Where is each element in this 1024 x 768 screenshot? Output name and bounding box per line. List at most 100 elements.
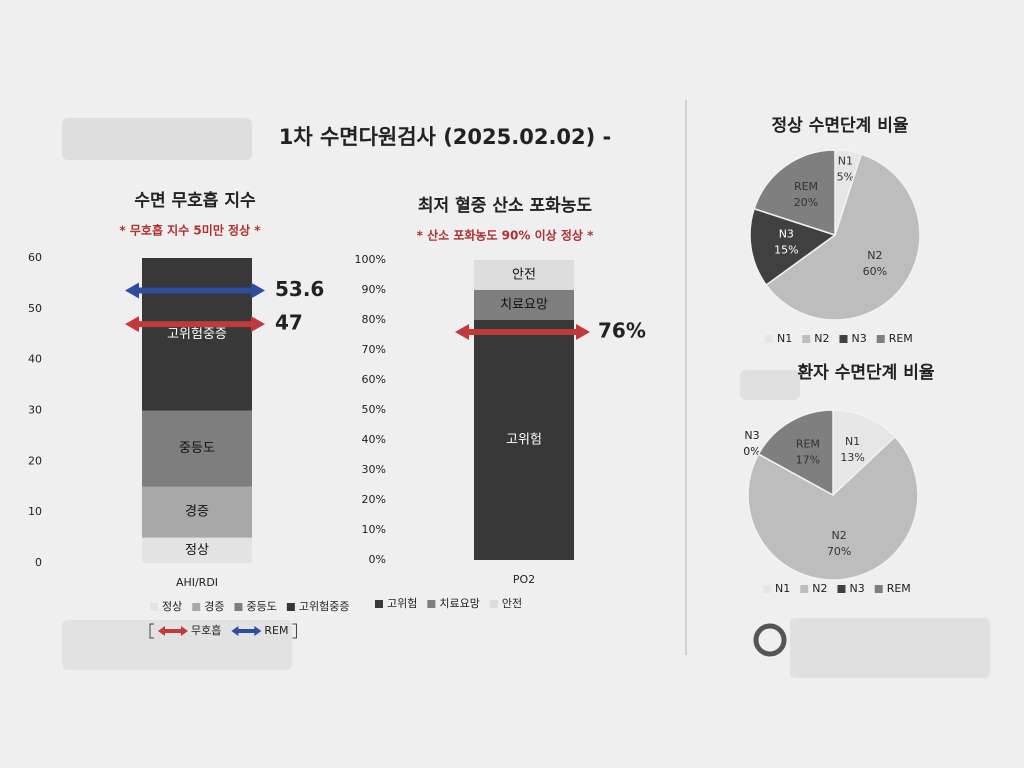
- legend-swatch: [874, 585, 883, 593]
- marker-arrow: [125, 282, 265, 299]
- y-tick-label: 10: [28, 505, 42, 518]
- legend-swatch: [286, 603, 295, 611]
- y-tick-label: 0%: [369, 553, 386, 566]
- y-tick-label: 0: [35, 556, 42, 569]
- pie-slice: [753, 149, 836, 237]
- document-title: 1차 수면다원검사 (2025.02.02) -: [279, 125, 612, 149]
- segment-label: 중등도: [179, 441, 215, 456]
- segment-label: 치료요망: [500, 298, 548, 313]
- pie-slice: [757, 409, 834, 497]
- chart-title: 환자 수면단계 비율: [798, 363, 935, 383]
- bar-segment: [474, 290, 574, 320]
- legend-label: 고위험: [387, 597, 417, 610]
- legend-label: REM: [264, 624, 288, 637]
- y-tick-label: 90%: [362, 283, 386, 296]
- pie-slice: [765, 153, 921, 321]
- bar-segment: [142, 537, 252, 563]
- legend-label: 경증: [204, 600, 224, 613]
- segment-label: 고위험: [506, 433, 542, 448]
- legend-swatch: [158, 626, 188, 636]
- legend-label: N3: [849, 582, 864, 595]
- marker-arrow: [125, 316, 265, 333]
- x-tick-label: AHI/RDI: [176, 576, 218, 589]
- legend-label: 치료요망: [439, 597, 479, 610]
- legend-label: N1: [777, 332, 792, 345]
- slice-value: 0%: [743, 445, 760, 458]
- legend-swatch: [837, 585, 846, 593]
- legend-label: 안전: [502, 597, 522, 610]
- marker-label: 53.6: [275, 277, 324, 301]
- segment-label: 정상: [185, 543, 209, 558]
- legend-swatch: [802, 335, 811, 343]
- blurred-name: [62, 118, 252, 160]
- y-tick-label: 40: [28, 353, 42, 366]
- legend-label: N2: [812, 582, 827, 595]
- slice-label: N3: [744, 429, 759, 442]
- pie-slice: [832, 409, 897, 497]
- slice-label: N1: [838, 155, 853, 168]
- legend-swatch: [234, 603, 243, 611]
- legend-swatch: [800, 585, 809, 593]
- slice-value: 13%: [840, 451, 864, 464]
- y-tick-label: 30: [28, 404, 42, 417]
- pie-slice: [747, 435, 919, 581]
- bar-segment: [474, 320, 574, 560]
- legend-bracket: [149, 623, 154, 639]
- segment-label: 안전: [512, 268, 536, 283]
- logo: [753, 623, 787, 657]
- slice-label: N2: [867, 249, 882, 262]
- segment-label: 고위험중증: [167, 327, 227, 342]
- blurred-area: [62, 620, 292, 670]
- legend-label: 무호흡: [191, 623, 221, 637]
- legend-swatch: [150, 603, 158, 611]
- legend-swatch: [763, 585, 771, 593]
- slice-label: N3: [779, 228, 794, 241]
- y-tick-label: 60%: [362, 373, 386, 386]
- pie-slice: [749, 207, 837, 287]
- slice-value: 20%: [794, 196, 818, 209]
- segment-label: 경증: [185, 505, 209, 520]
- bar-segment: [142, 486, 252, 538]
- legend-swatch: [375, 600, 383, 608]
- y-tick-label: 20: [28, 454, 42, 467]
- chart-title: 최저 혈중 산소 포화농도: [418, 195, 593, 216]
- bar-segment: [142, 410, 252, 487]
- legend-label: 고위험중증: [299, 600, 350, 613]
- slice-label: REM: [794, 180, 818, 193]
- marker-label: 47: [275, 311, 303, 335]
- marker-label: 76%: [598, 319, 646, 343]
- legend-label: N3: [851, 332, 866, 345]
- legend-swatch: [876, 335, 885, 343]
- chart-title: 정상 수면단계 비율: [772, 116, 909, 136]
- chart-subtitle: * 산소 포화농도 90% 이상 정상 *: [417, 228, 594, 243]
- y-tick-label: 50%: [362, 403, 386, 416]
- y-tick-label: 60: [28, 251, 42, 264]
- y-tick-label: 100%: [355, 253, 386, 266]
- blurred-area: [790, 618, 990, 678]
- slice-value: 60%: [863, 265, 887, 278]
- legend-swatch: [839, 335, 848, 343]
- legend-label: REM: [889, 332, 913, 345]
- legend-label: 정상: [162, 600, 182, 613]
- slice-value: 5%: [837, 171, 854, 184]
- slice-value: 17%: [796, 454, 820, 467]
- slice-value: 70%: [827, 545, 851, 558]
- slice-label: N2: [832, 529, 847, 542]
- slice-label: REM: [796, 438, 820, 451]
- legend-swatch: [765, 335, 773, 343]
- y-tick-label: 70%: [362, 343, 386, 356]
- bar-segment: [142, 258, 252, 411]
- y-tick-label: 10%: [362, 523, 386, 536]
- y-tick-label: 20%: [362, 493, 386, 506]
- legend-bracket: [292, 623, 297, 639]
- legend-swatch: [231, 626, 262, 636]
- legend-swatch: [192, 603, 201, 611]
- chart-title: 수면 무호흡 지수: [134, 190, 256, 211]
- chart-subtitle: * 무호흡 지수 5미만 정상 *: [119, 223, 261, 238]
- legend-label: REM: [887, 582, 911, 595]
- legend-label: 중등도: [247, 600, 277, 613]
- blurred-area: [740, 370, 800, 400]
- slice-value: 15%: [774, 244, 798, 257]
- x-tick-label: PO2: [513, 573, 535, 586]
